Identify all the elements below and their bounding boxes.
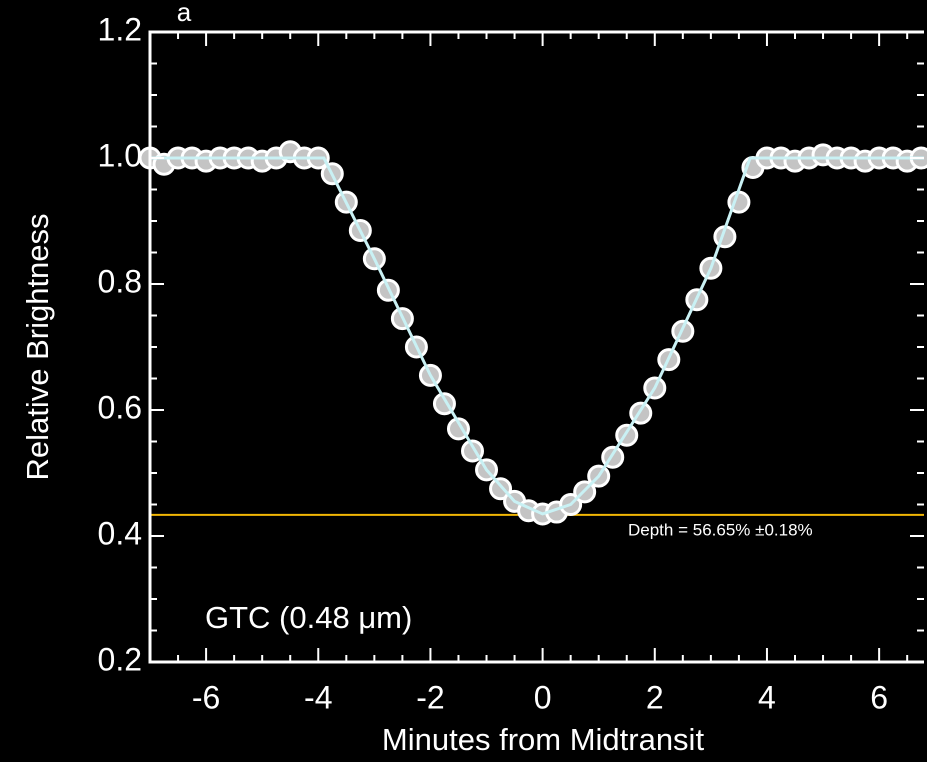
x-tick-label: 2 (646, 679, 664, 715)
y-tick-label: 0.8 (98, 263, 142, 299)
x-tick-label: -4 (304, 679, 332, 715)
chart: a Minutes from Midtransit Relative Brigh… (0, 0, 927, 762)
x-tick-label: -2 (416, 679, 444, 715)
x-tick-label: 0 (534, 679, 552, 715)
x-axis-title: Minutes from Midtransit (382, 722, 705, 757)
page: a Minutes from Midtransit Relative Brigh… (0, 0, 927, 762)
reference-label: Depth = 56.65% ±0.18% (628, 520, 813, 539)
y-tick-label: 0.4 (98, 515, 142, 551)
y-tick-label: 0.6 (98, 389, 142, 425)
annotation: GTC (0.48 μm) (205, 600, 412, 635)
x-tick-label: 4 (758, 679, 776, 715)
y-tick-label: 1.0 (98, 137, 142, 173)
x-tick-label: -6 (192, 679, 220, 715)
y-axis-title: Relative Brightness (20, 213, 55, 480)
y-tick-label: 1.2 (98, 11, 142, 47)
x-tick-label: 6 (870, 679, 888, 715)
panel-label: a (177, 0, 192, 27)
y-tick-label: 0.2 (98, 641, 142, 677)
